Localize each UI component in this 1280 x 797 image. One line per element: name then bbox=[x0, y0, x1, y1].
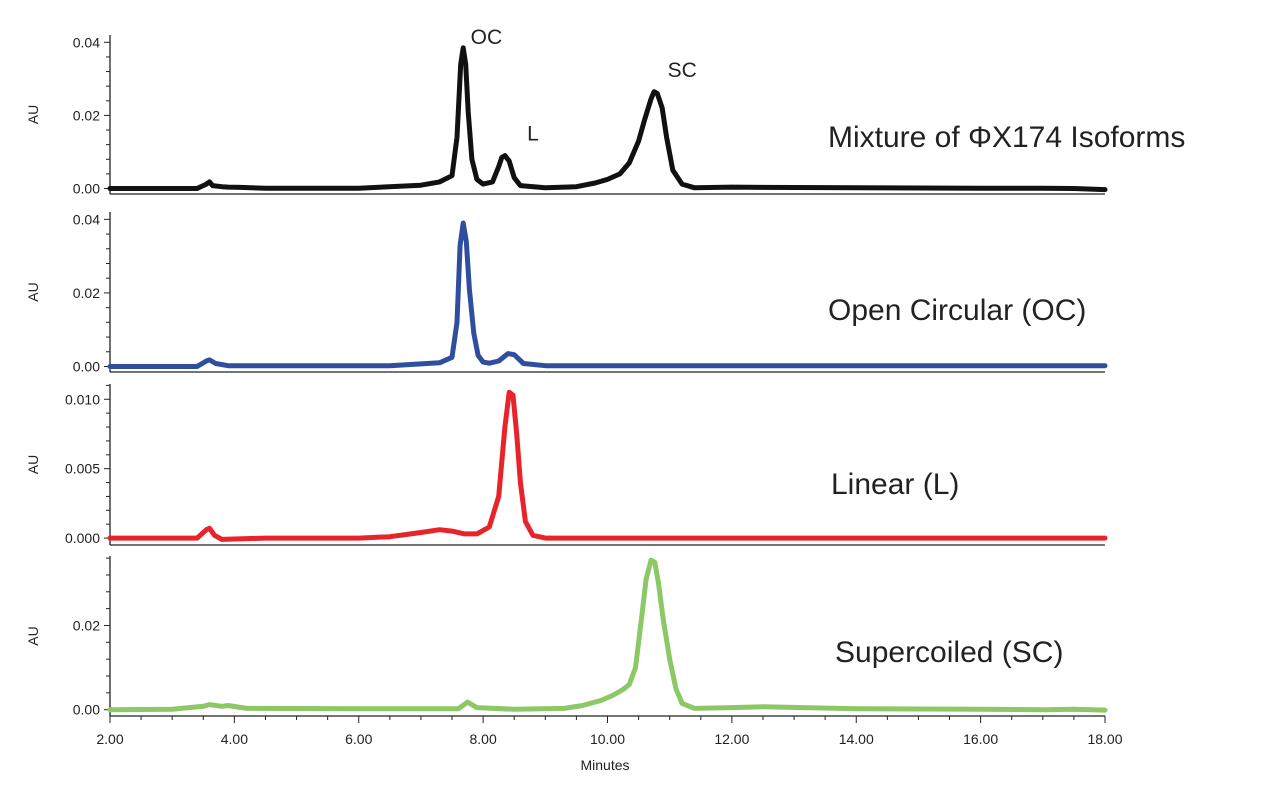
panels-layer: 0.00 0.02 0.04 AU Mixture of ΦX174 Isoforms O… bbox=[25, 26, 1185, 718]
peak-label: SC bbox=[668, 59, 697, 82]
peak-label: L bbox=[527, 122, 539, 145]
peak-label: OC bbox=[471, 26, 503, 49]
y-tick-label: 0.04 bbox=[73, 34, 100, 50]
panel-4: 0.00 0.02 AU Supercoiled (SC) bbox=[25, 556, 1108, 718]
trace-line bbox=[107, 45, 1108, 193]
trace-line bbox=[107, 389, 1108, 542]
y-tick-label: 0.04 bbox=[73, 211, 100, 227]
x-axis-label: Minutes bbox=[580, 757, 629, 773]
x-tick-label: 12.00 bbox=[714, 731, 749, 747]
y-tick-label: 0.02 bbox=[73, 285, 100, 301]
x-tick-label: 16.00 bbox=[963, 731, 998, 747]
y-tick-label: 0.00 bbox=[73, 358, 100, 374]
x-tick-label: 14.00 bbox=[839, 731, 874, 747]
panel-2: 0.00 0.02 0.04 AU Open Circular (OC) bbox=[25, 211, 1108, 374]
panel-title: Supercoiled (SC) bbox=[835, 636, 1063, 669]
y-axis-label: AU bbox=[25, 455, 41, 474]
x-tick-label: 2.00 bbox=[96, 731, 123, 747]
trace-line bbox=[107, 557, 1108, 713]
x-tick-label: 10.00 bbox=[590, 731, 625, 747]
x-axis: 2.00 4.00 6.00 8.00 10.00 12.00 14.00 16.00 18.0… bbox=[96, 716, 1123, 747]
panel-3: 0.000 0.005 0.010 AU Linear (L) bbox=[25, 384, 1108, 546]
y-tick-label: 0.02 bbox=[73, 107, 100, 123]
panel-title: Open Circular (OC) bbox=[828, 294, 1086, 327]
x-tick-label: 4.00 bbox=[221, 731, 248, 747]
y-axis-label: AU bbox=[25, 282, 41, 301]
y-axis-label: AU bbox=[25, 105, 41, 124]
x-tick-label: 8.00 bbox=[470, 731, 497, 747]
y-tick-label: 0.010 bbox=[65, 391, 100, 407]
panel-1: 0.00 0.02 0.04 AU Mixture of ΦX174 Isoforms O… bbox=[25, 26, 1185, 197]
panel-title: Linear (L) bbox=[831, 468, 959, 501]
y-tick-label: 0.000 bbox=[65, 530, 100, 546]
x-tick-label: 6.00 bbox=[345, 731, 372, 747]
y-tick-label: 0.005 bbox=[65, 461, 100, 477]
y-axis-label: AU bbox=[25, 626, 41, 645]
y-tick-label: 0.00 bbox=[73, 702, 100, 718]
y-tick-label: 0.02 bbox=[73, 617, 100, 633]
trace-line bbox=[107, 220, 1108, 369]
panel-title: Mixture of ΦX174 Isoforms bbox=[828, 121, 1185, 154]
x-tick-label: 18.00 bbox=[1087, 731, 1122, 747]
y-tick-label: 0.00 bbox=[73, 181, 100, 197]
